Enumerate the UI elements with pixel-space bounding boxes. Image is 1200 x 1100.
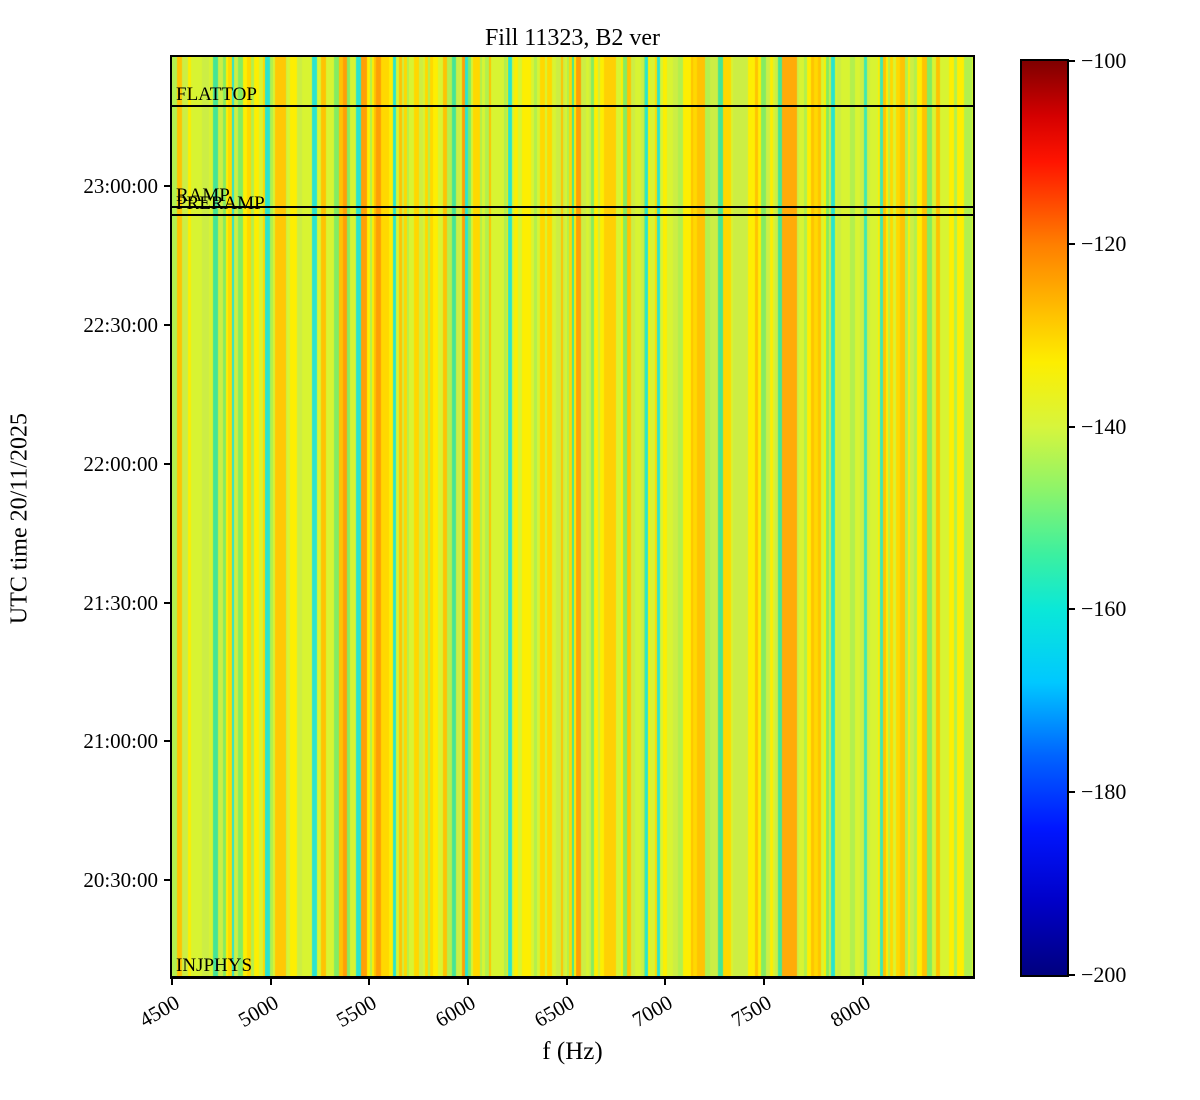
x-tick-mark bbox=[861, 979, 864, 985]
y-tick-mark bbox=[164, 462, 170, 465]
event-line-preramp bbox=[172, 214, 973, 216]
event-label-flattop: FLATTOP bbox=[176, 84, 257, 105]
event-label-ramp: RAMP bbox=[176, 185, 230, 206]
colorbar-tick-mark bbox=[1069, 974, 1075, 976]
colorbar-tick-label: −100 bbox=[1081, 48, 1127, 73]
y-tick-label: 22:00:00 bbox=[83, 451, 158, 476]
y-tick-label: 20:30:00 bbox=[83, 867, 158, 892]
colorbar-tick-mark bbox=[1069, 608, 1075, 611]
y-axis-label: UTC time 20/11/2025 bbox=[6, 412, 33, 625]
y-tick-mark bbox=[164, 185, 170, 188]
y-tick-mark bbox=[164, 324, 170, 327]
colorbar bbox=[1022, 61, 1067, 975]
event-line-flattop bbox=[172, 105, 973, 107]
colorbar-tick-label: −160 bbox=[1081, 596, 1127, 622]
x-tick-mark bbox=[466, 979, 469, 985]
colorbar-tick-mark bbox=[1069, 242, 1075, 245]
colorbar-tick-label: −140 bbox=[1081, 413, 1127, 439]
plot-title: Fill 11323, B2 ver bbox=[484, 25, 661, 51]
y-tick-label: 21:00:00 bbox=[83, 729, 158, 754]
event-label-preramp: PRERAMP bbox=[176, 193, 265, 214]
colorbar-tick-mark bbox=[1069, 60, 1075, 62]
event-line-injphys bbox=[172, 976, 973, 978]
x-tick-label: 4500 bbox=[135, 990, 184, 1032]
colorbar-tick-mark bbox=[1069, 425, 1075, 428]
event-label-injphys: INJPHYS bbox=[176, 955, 253, 976]
event-line-ramp bbox=[172, 206, 973, 208]
y-tick-label: 23:00:00 bbox=[83, 174, 158, 199]
x-tick-mark bbox=[664, 979, 667, 985]
colorbar-tick-label: −180 bbox=[1081, 779, 1127, 805]
heatmap-plot-area: FLATTOP RAMP PRERAMP INJPHYS bbox=[172, 57, 973, 978]
x-axis-label: f (Hz) bbox=[542, 1038, 603, 1065]
colorbar-tick-label: −120 bbox=[1081, 230, 1127, 256]
y-tick-mark bbox=[164, 878, 170, 881]
colorbar-tick-mark bbox=[1069, 791, 1075, 794]
y-tick-mark bbox=[164, 740, 170, 743]
y-tick-mark bbox=[164, 601, 170, 604]
x-tick-mark bbox=[565, 979, 568, 985]
y-tick-label: 21:30:00 bbox=[83, 590, 158, 615]
heatmap-canvas bbox=[172, 57, 973, 977]
colorbar-tick-label: −200 bbox=[1081, 962, 1127, 987]
y-tick-label: 22:30:00 bbox=[83, 313, 158, 338]
x-tick-mark bbox=[269, 979, 272, 985]
x-tick-mark bbox=[762, 979, 765, 985]
x-tick-mark bbox=[171, 979, 173, 985]
x-tick-mark bbox=[368, 979, 371, 985]
